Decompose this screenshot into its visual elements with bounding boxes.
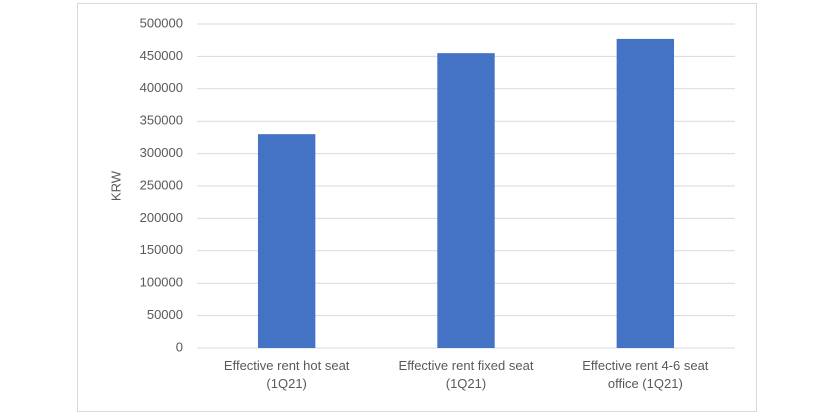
y-tick-label: 50000: [147, 307, 183, 322]
y-tick-label: 0: [176, 339, 183, 354]
x-tick-label: Effective rent hot seat (1Q21): [223, 358, 350, 391]
x-tick-label: Effective rent fixed seat (1Q21): [398, 358, 534, 391]
y-tick-label: 150000: [140, 242, 183, 257]
y-axis-label: KRW: [108, 170, 123, 201]
bar: [616, 38, 675, 349]
bar: [437, 53, 495, 348]
x-tick-label: Effective rent 4-6 seat office (1Q21): [582, 358, 709, 391]
bar: [257, 134, 316, 348]
y-tick-label: 400000: [140, 80, 183, 95]
y-tick-label: 300000: [140, 145, 183, 160]
y-tick-label: 200000: [140, 210, 183, 225]
x-tick-label-box: Effective rent fixed seat (1Q21): [398, 358, 534, 391]
y-tick-label: 350000: [140, 113, 183, 128]
x-tick-label-box: Effective rent hot seat (1Q21): [223, 358, 350, 391]
x-tick-label-box: Effective rent 4-6 seat office (1Q21): [582, 358, 709, 391]
y-tick-label: 250000: [140, 177, 183, 192]
y-tick-label: 100000: [140, 275, 183, 290]
y-tick-label: 450000: [140, 48, 183, 63]
y-tick-label: 500000: [140, 15, 183, 30]
